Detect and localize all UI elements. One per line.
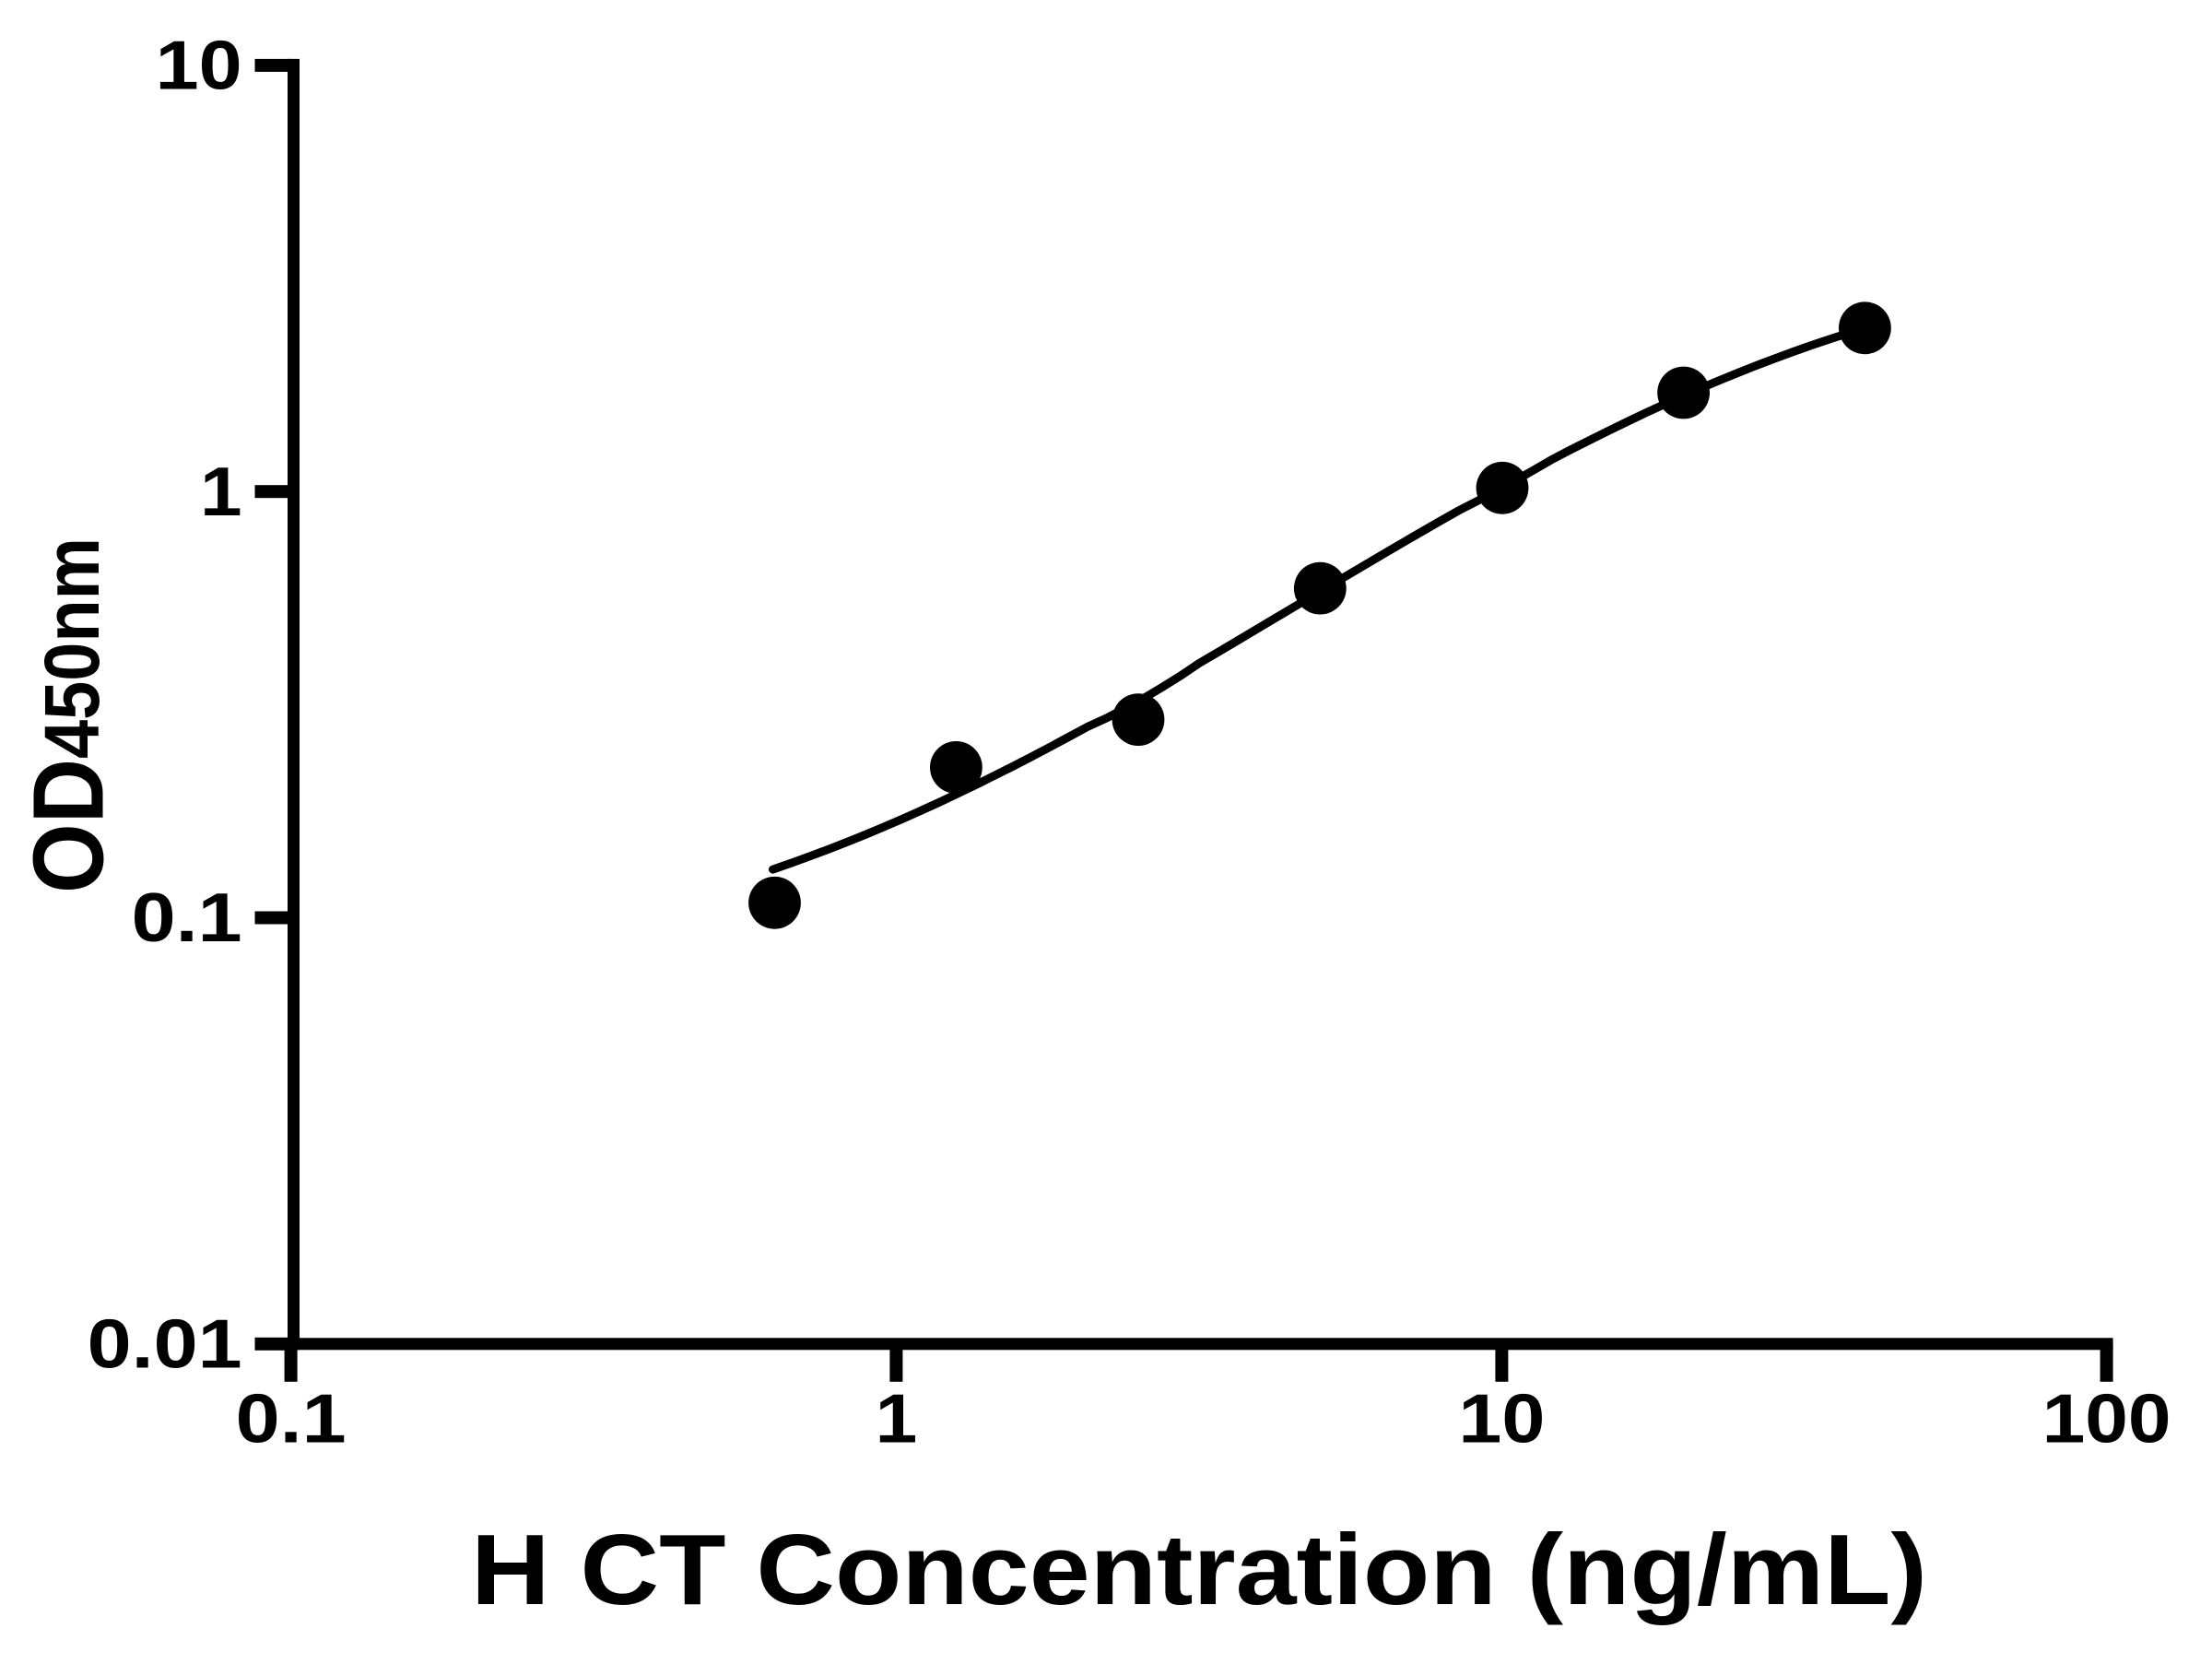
svg-text:450nm: 450nm <box>29 537 115 759</box>
svg-text:0.01: 0.01 <box>88 1304 242 1382</box>
svg-text:1: 1 <box>876 1380 918 1457</box>
svg-text:1: 1 <box>200 453 242 530</box>
svg-text:0.1: 0.1 <box>132 879 242 956</box>
svg-text:0.1: 0.1 <box>236 1380 347 1457</box>
svg-text:H CT Concentration (ng/mL): H CT Concentration (ng/mL) <box>471 1514 1927 1626</box>
svg-text:10: 10 <box>1458 1380 1545 1457</box>
svg-text:OD: OD <box>13 759 125 893</box>
svg-text:100: 100 <box>2042 1380 2171 1457</box>
svg-text:10: 10 <box>156 27 242 104</box>
